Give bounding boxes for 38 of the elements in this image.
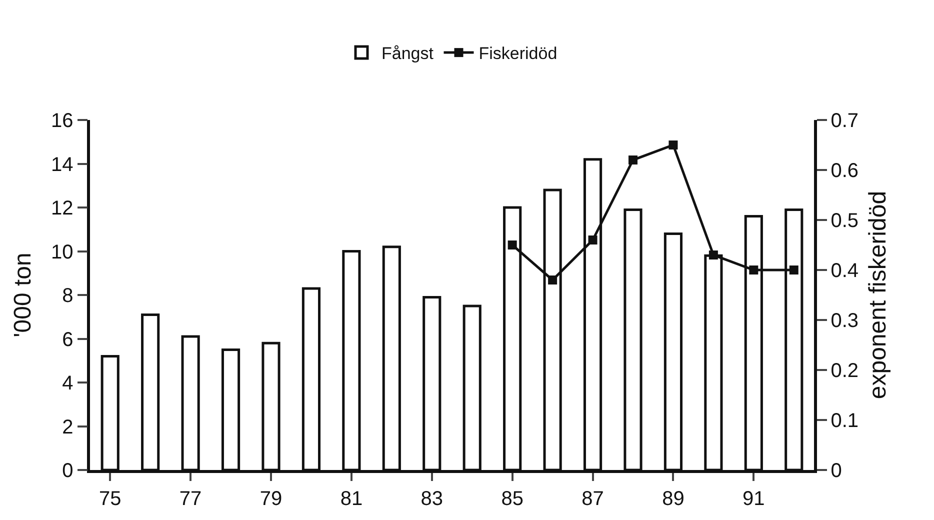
y2-tick-label: 0.5: [830, 210, 859, 232]
y-tick-label: 16: [51, 110, 74, 132]
y-tick-label: 10: [51, 241, 74, 264]
x-tick-label: 91: [742, 488, 765, 510]
y-axis-title: '000 ton: [10, 252, 36, 338]
point: [548, 276, 558, 284]
y2-tick-label: 0.7: [830, 110, 859, 132]
y2-tick-label: 0.2: [830, 360, 859, 382]
y2-tick-label: 0: [830, 460, 842, 482]
y-tick-label: 4: [62, 372, 74, 394]
x-tick-label: 75: [98, 488, 122, 510]
y-tick-label: 14: [51, 154, 74, 176]
y-tick-label: 8: [62, 285, 74, 307]
y2-tick-label: 0.4: [830, 260, 859, 282]
legend-label: Fiskeridöd: [478, 44, 558, 64]
y-tick-label: 2: [62, 416, 74, 438]
x-tick-label: 77: [179, 488, 202, 510]
point: [708, 250, 718, 260]
y2-tick-label: 0.3: [830, 310, 859, 332]
point: [628, 156, 638, 164]
y-tick-label: 6: [62, 328, 74, 351]
point: [668, 140, 678, 150]
y-tick-label: 12: [51, 198, 74, 220]
point: [749, 266, 758, 274]
point: [588, 236, 598, 244]
y2-tick-label: 0.1: [830, 410, 859, 432]
x-tick-label: 85: [501, 488, 524, 510]
y-tick-label: 0: [62, 460, 74, 482]
x-tick-label: 89: [662, 488, 684, 510]
y2-tick-label: 0.6: [830, 160, 859, 182]
x-tick-label: 81: [340, 488, 363, 510]
x-tick-label: 83: [420, 488, 444, 510]
point: [789, 266, 798, 274]
y2-axis-title: exponent fiskeridöd: [864, 190, 892, 400]
point: [508, 240, 517, 250]
x-tick-label: 87: [582, 488, 604, 510]
legend-label: Fångst: [382, 44, 434, 64]
x-tick-label: 79: [260, 488, 282, 510]
